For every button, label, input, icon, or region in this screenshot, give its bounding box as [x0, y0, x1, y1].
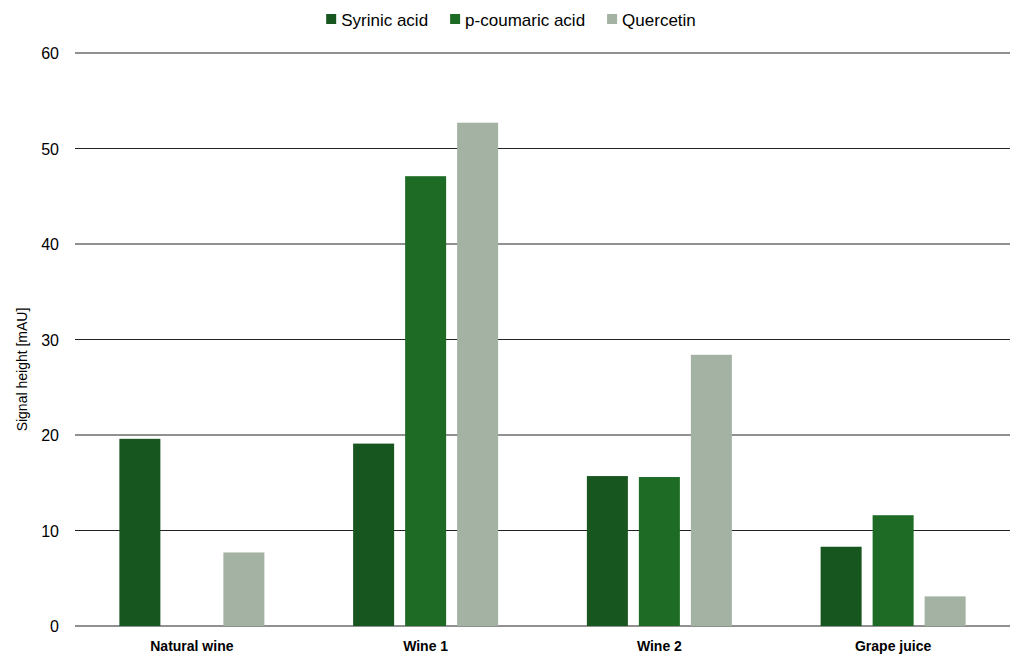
y-tick-label: 0 [50, 618, 59, 635]
bar [119, 439, 160, 626]
legend-swatch [450, 14, 460, 24]
bar [457, 123, 498, 626]
grid-line [75, 339, 1010, 340]
bar [171, 626, 212, 627]
legend: Syrinic acid p-coumaric acid Quercetin [326, 11, 696, 30]
grid-line [75, 244, 1010, 245]
chart-svg: 0 10 20 30 40 50 60 Signal height [mAU] Natural … [0, 0, 1022, 662]
grid-line [75, 626, 1010, 627]
y-tick-label: 10 [41, 523, 59, 540]
x-tick-label: Wine 1 [403, 638, 448, 654]
bars [119, 123, 965, 626]
bar [873, 515, 914, 626]
y-tick-label: 50 [41, 141, 59, 158]
y-axis-line [75, 53, 76, 626]
bar [639, 477, 680, 626]
legend-swatch [607, 14, 617, 24]
bar [223, 552, 264, 626]
y-axis-title: Signal height [mAU] [14, 308, 30, 432]
legend-label: Syrinic acid [341, 11, 428, 30]
y-tick-label: 60 [41, 45, 59, 62]
y-tick-label: 30 [41, 332, 59, 349]
bar [691, 355, 732, 626]
bar [587, 476, 628, 626]
bar [405, 176, 446, 626]
grid-line [75, 148, 1010, 149]
legend-label: Quercetin [622, 11, 696, 30]
legend-swatch [326, 14, 336, 24]
grid-line [75, 435, 1010, 436]
x-tick-label: Wine 2 [637, 638, 682, 654]
legend-label: p-coumaric acid [465, 11, 585, 30]
chart-container: 0 10 20 30 40 50 60 Signal height [mAU] Natural … [0, 0, 1022, 662]
x-tick-label: Natural wine [150, 638, 233, 654]
bar [353, 444, 394, 626]
bar [821, 547, 862, 626]
grid-line [75, 53, 1010, 54]
bar [925, 596, 966, 626]
grid-line [75, 530, 1010, 531]
y-tick-label: 40 [41, 236, 59, 253]
y-tick-label: 20 [41, 427, 59, 444]
x-tick-label: Grape juice [855, 638, 931, 654]
